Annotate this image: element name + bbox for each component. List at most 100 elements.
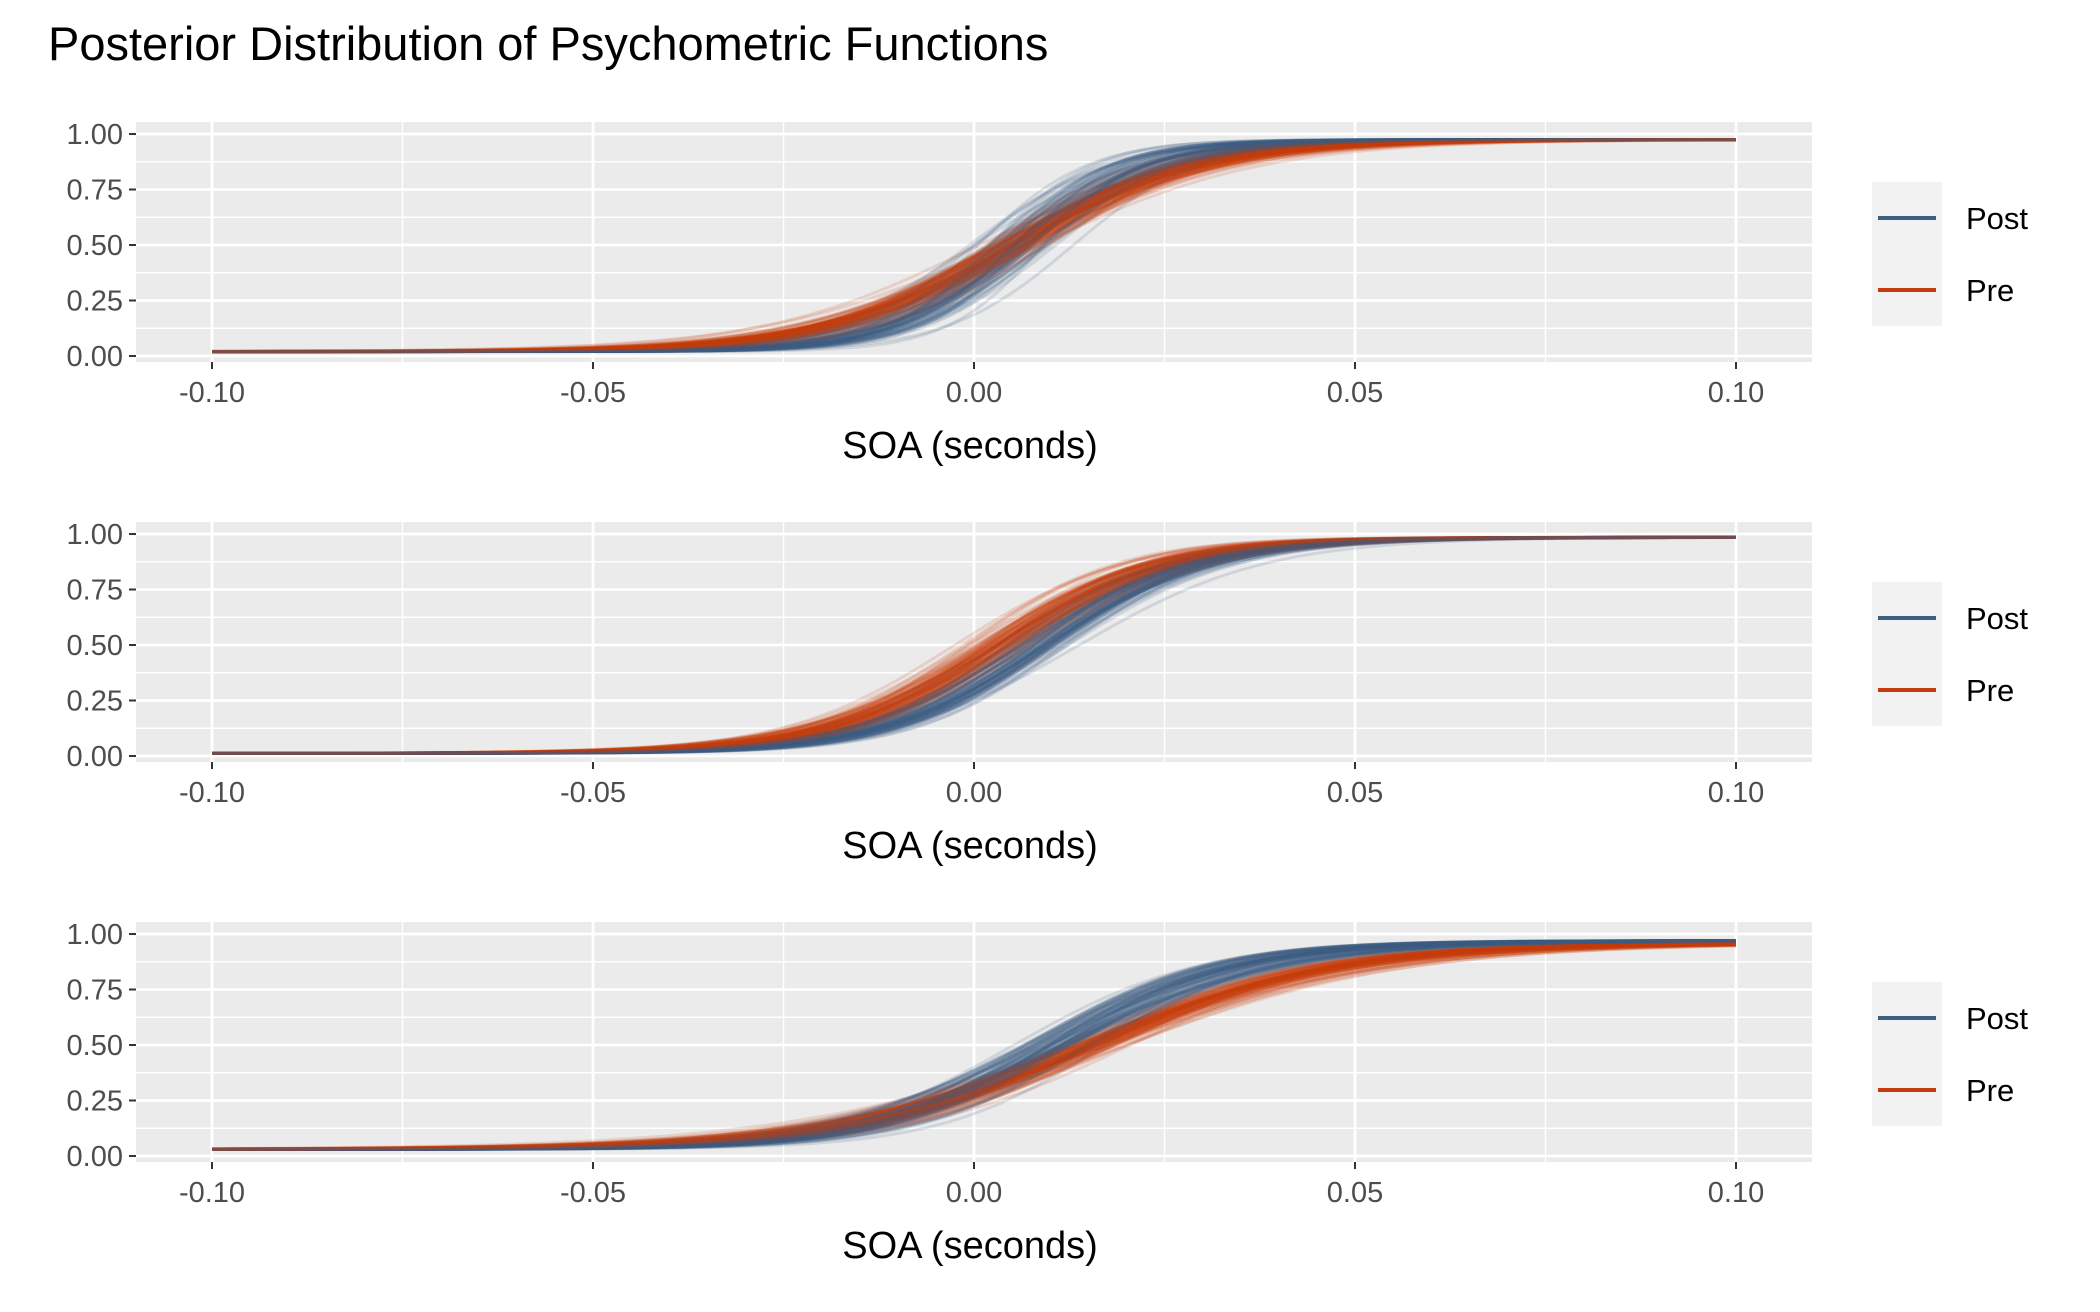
curve-post: [212, 138, 1736, 354]
x-tick-label: 0.05: [1327, 777, 1383, 809]
curve-pre: [212, 535, 1736, 755]
curve-pre: [212, 942, 1736, 1151]
curve-post: [212, 939, 1736, 1151]
y-tick-label: 0.25: [67, 286, 123, 318]
curve-pre: [212, 535, 1736, 755]
curve-pre: [212, 942, 1737, 1151]
curve-pre: [212, 942, 1737, 1151]
curve-post: [212, 138, 1736, 354]
curve-pre: [212, 138, 1736, 353]
curve-post: [212, 535, 1736, 755]
curve-pre: [212, 942, 1737, 1151]
curve-pre: [212, 943, 1737, 1151]
curve-post: [212, 138, 1736, 354]
curve-pre: [212, 942, 1737, 1151]
curve-post: [212, 138, 1736, 354]
curve-pre: [212, 942, 1736, 1151]
curve-post: [212, 138, 1736, 354]
curve-post: [212, 138, 1736, 354]
curve-post: [212, 138, 1736, 354]
curve-post: [212, 535, 1736, 755]
curve-pre: [212, 138, 1736, 353]
curve-post: [212, 939, 1736, 1151]
curve-pre: [212, 138, 1736, 353]
curve-pre: [212, 942, 1737, 1151]
curve-pre: [212, 942, 1737, 1151]
curve-post: [211, 939, 1736, 1151]
curve-pre: [212, 138, 1736, 353]
curve-post: [212, 939, 1737, 1151]
curve-post: [212, 138, 1736, 354]
legend-label-post: Post: [1966, 601, 2028, 636]
curve-post: [212, 138, 1736, 354]
curve-post: [212, 939, 1736, 1151]
curve-post: [212, 138, 1736, 354]
curve-pre: [212, 138, 1736, 353]
curve-pre: [212, 535, 1736, 755]
curve-pre: [212, 138, 1736, 353]
curve-post: [212, 138, 1736, 353]
curve-post: [212, 939, 1736, 1151]
curve-pre: [212, 138, 1736, 353]
curve-pre: [212, 942, 1737, 1151]
chart-panel-3: -0.10 -0.05 0.00 0.05 0.10 0.00 0.25 0.50 0.75 1.…: [67, 919, 2029, 1267]
curve-pre: [212, 138, 1737, 353]
curve-post: [212, 138, 1736, 354]
posterior-curves: [212, 535, 1737, 755]
curve-post: [212, 939, 1736, 1151]
curve-post: [212, 939, 1736, 1151]
curve-post: [212, 535, 1736, 755]
curve-post: [212, 535, 1736, 755]
curve-post: [212, 138, 1736, 354]
curve-pre: [212, 138, 1736, 353]
curve-pre: [211, 138, 1736, 353]
curve-pre: [212, 942, 1737, 1151]
curve-pre: [212, 138, 1736, 353]
curve-post: [212, 535, 1736, 755]
curve-post: [212, 138, 1736, 354]
curve-pre: [212, 535, 1736, 755]
curve-pre: [212, 138, 1736, 353]
curve-post: [212, 138, 1736, 354]
curve-pre: [212, 942, 1737, 1151]
curve-post: [212, 535, 1736, 755]
curve-pre: [212, 942, 1737, 1151]
curve-pre: [211, 138, 1736, 354]
curve-post: [212, 535, 1736, 755]
curve-pre: [212, 138, 1736, 353]
curve-post: [212, 939, 1736, 1151]
x-tick-label: 0.10: [1708, 777, 1764, 809]
curve-pre: [211, 944, 1737, 1151]
curve-pre: [212, 138, 1737, 353]
x-tick-label: 0.10: [1708, 1177, 1764, 1209]
legend-label-pre: Pre: [1966, 273, 2014, 308]
curve-post: [212, 138, 1736, 354]
curve-post: [212, 939, 1736, 1151]
curve-post: [212, 138, 1736, 354]
curve-post: [212, 138, 1736, 354]
curve-pre: [212, 942, 1737, 1151]
curve-post: [212, 138, 1736, 354]
curve-pre: [212, 535, 1736, 755]
curve-post: [212, 138, 1736, 354]
curve-pre: [212, 535, 1736, 755]
curve-post: [212, 939, 1736, 1151]
curve-post: [212, 939, 1736, 1151]
curve-pre: [212, 535, 1736, 755]
curve-pre: [212, 138, 1736, 353]
curve-post: [212, 138, 1736, 354]
x-tick-label: 0.00: [946, 377, 1002, 409]
curve-pre: [212, 138, 1736, 353]
curve-pre: [212, 942, 1737, 1151]
curve-pre: [212, 138, 1736, 353]
curve-pre: [212, 138, 1737, 353]
curve-post: [212, 939, 1736, 1151]
legend: Post Pre: [1872, 182, 2028, 326]
curve-pre: [212, 138, 1737, 353]
curve-post: [212, 939, 1737, 1151]
curve-pre: [212, 535, 1736, 755]
curve-pre: [211, 942, 1737, 1151]
curve-pre: [212, 535, 1737, 755]
curve-post: [212, 535, 1736, 755]
curve-post: [212, 138, 1736, 354]
